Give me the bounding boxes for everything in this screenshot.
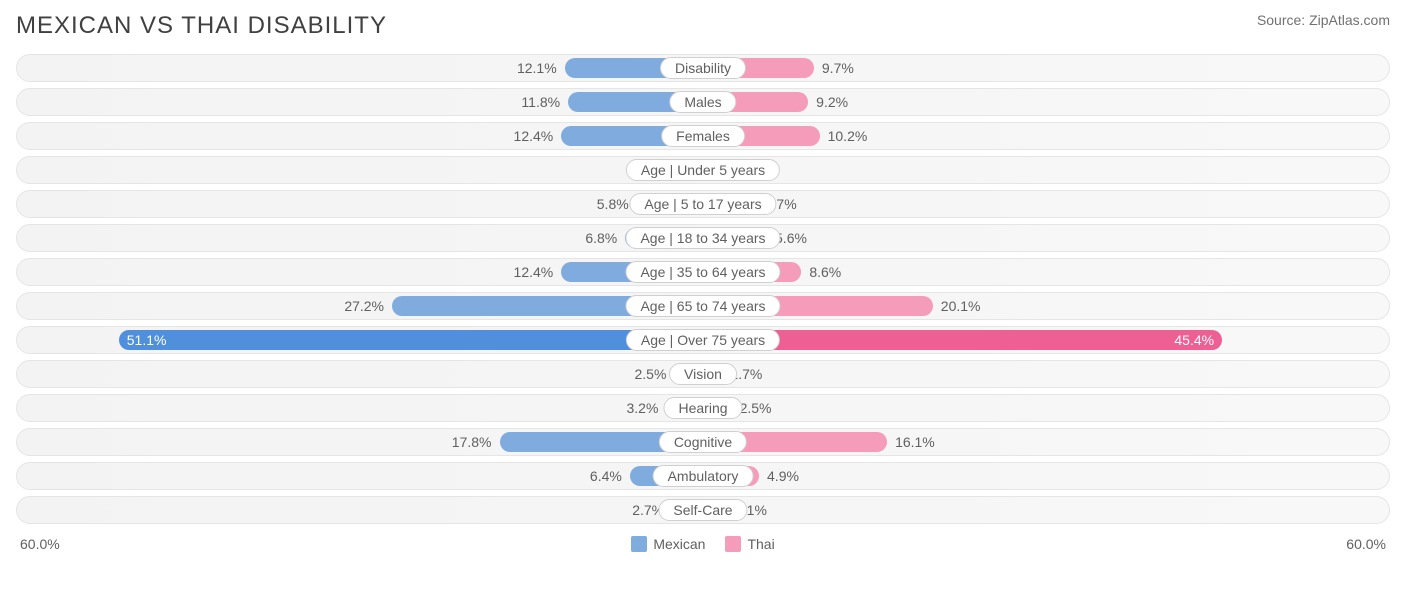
chart-row: 5.8%4.7%Age | 5 to 17 years [16, 190, 1390, 218]
value-right: 20.1% [941, 298, 981, 314]
bar-right [703, 330, 1222, 350]
chart-row: 2.7%2.1%Self-Care [16, 496, 1390, 524]
chart-container: MEXICAN VS THAI DISABILITY Source: ZipAt… [0, 0, 1406, 558]
category-label: Age | 35 to 64 years [625, 261, 780, 283]
legend-label-right: Thai [747, 536, 774, 552]
bar-left [119, 330, 703, 350]
value-left: 6.8% [585, 230, 617, 246]
legend-item-left: Mexican [631, 536, 705, 552]
category-label: Cognitive [659, 431, 747, 453]
category-label: Vision [669, 363, 737, 385]
chart-row: 51.1% 45.4% Age | Over 75 years [16, 326, 1390, 354]
value-right: 2.5% [740, 400, 772, 416]
legend-swatch-left [631, 536, 647, 552]
value-right: 16.1% [895, 434, 935, 450]
axis-max-left: 60.0% [20, 536, 60, 552]
category-label: Age | Over 75 years [626, 329, 780, 351]
category-label: Age | 5 to 17 years [629, 193, 776, 215]
legend: Mexican Thai [631, 536, 774, 552]
value-left: 3.2% [627, 400, 659, 416]
legend-swatch-right [725, 536, 741, 552]
chart-row: 1.3%1.1%Age | Under 5 years [16, 156, 1390, 184]
chart-row: 12.1% 9.7% Disability [16, 54, 1390, 82]
chart-row: 12.4% 8.6% Age | 35 to 64 years [16, 258, 1390, 286]
chart-row: 3.2% 2.5%Hearing [16, 394, 1390, 422]
value-right: 9.2% [816, 94, 848, 110]
header: MEXICAN VS THAI DISABILITY Source: ZipAt… [0, 0, 1406, 48]
chart-row: 6.8%5.6%Age | 18 to 34 years [16, 224, 1390, 252]
value-right: 10.2% [828, 128, 868, 144]
category-label: Ambulatory [653, 465, 754, 487]
value-left: 12.4% [514, 264, 554, 280]
chart-row: 12.4% 10.2% Females [16, 122, 1390, 150]
value-right: 4.9% [767, 468, 799, 484]
value-left: 12.1% [517, 60, 557, 76]
category-label: Self-Care [658, 499, 747, 521]
category-label: Age | Under 5 years [626, 159, 780, 181]
category-label: Age | 65 to 74 years [625, 295, 780, 317]
value-left: 17.8% [452, 434, 492, 450]
source-label: Source: ZipAtlas.com [1257, 12, 1390, 28]
axis-max-right: 60.0% [1346, 536, 1386, 552]
category-label: Age | 18 to 34 years [625, 227, 780, 249]
value-left: 11.8% [521, 94, 560, 110]
value-right: 8.6% [809, 264, 841, 280]
chart-row: 27.2% 20.1% Age | 65 to 74 years [16, 292, 1390, 320]
chart-row: 17.8% 16.1% Cognitive [16, 428, 1390, 456]
category-label: Females [661, 125, 745, 147]
category-label: Hearing [663, 397, 742, 419]
chart-title: MEXICAN VS THAI DISABILITY [16, 12, 387, 40]
chart-footer: 60.0% Mexican Thai 60.0% [0, 530, 1406, 558]
category-label: Disability [660, 57, 746, 79]
chart-area: 12.1% 9.7% Disability 11.8% 9.2% Males 12.4% 10… [0, 54, 1406, 524]
chart-row: 6.4% 4.9% Ambulatory [16, 462, 1390, 490]
category-label: Males [669, 91, 736, 113]
value-left: 5.8% [597, 196, 629, 212]
value-right: 9.7% [822, 60, 854, 76]
value-left: 12.4% [514, 128, 554, 144]
legend-item-right: Thai [725, 536, 774, 552]
value-right: 45.4% [1174, 332, 1214, 348]
value-left: 6.4% [590, 468, 622, 484]
value-left: 2.5% [635, 366, 667, 382]
legend-label-left: Mexican [653, 536, 705, 552]
value-left: 51.1% [127, 332, 167, 348]
chart-row: 2.5%1.7%Vision [16, 360, 1390, 388]
chart-row: 11.8% 9.2% Males [16, 88, 1390, 116]
value-left: 27.2% [344, 298, 384, 314]
